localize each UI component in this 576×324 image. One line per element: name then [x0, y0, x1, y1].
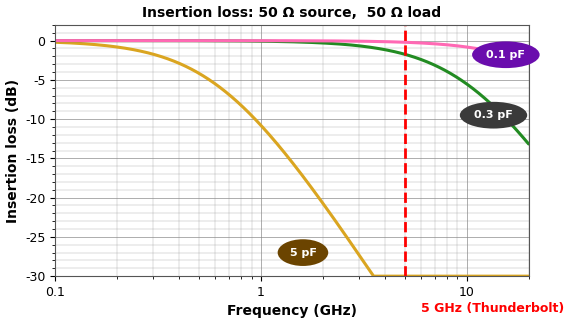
Text: 5 pF: 5 pF	[290, 248, 316, 258]
Y-axis label: Insertion loss (dB): Insertion loss (dB)	[6, 78, 20, 223]
Text: 0.3 pF: 0.3 pF	[474, 110, 513, 120]
Text: 0.1 pF: 0.1 pF	[486, 50, 525, 60]
Title: Insertion loss: 50 Ω source,  50 Ω load: Insertion loss: 50 Ω source, 50 Ω load	[142, 6, 441, 19]
Text: 5 GHz (Thunderbolt): 5 GHz (Thunderbolt)	[421, 302, 564, 315]
X-axis label: Frequency (GHz): Frequency (GHz)	[227, 305, 357, 318]
